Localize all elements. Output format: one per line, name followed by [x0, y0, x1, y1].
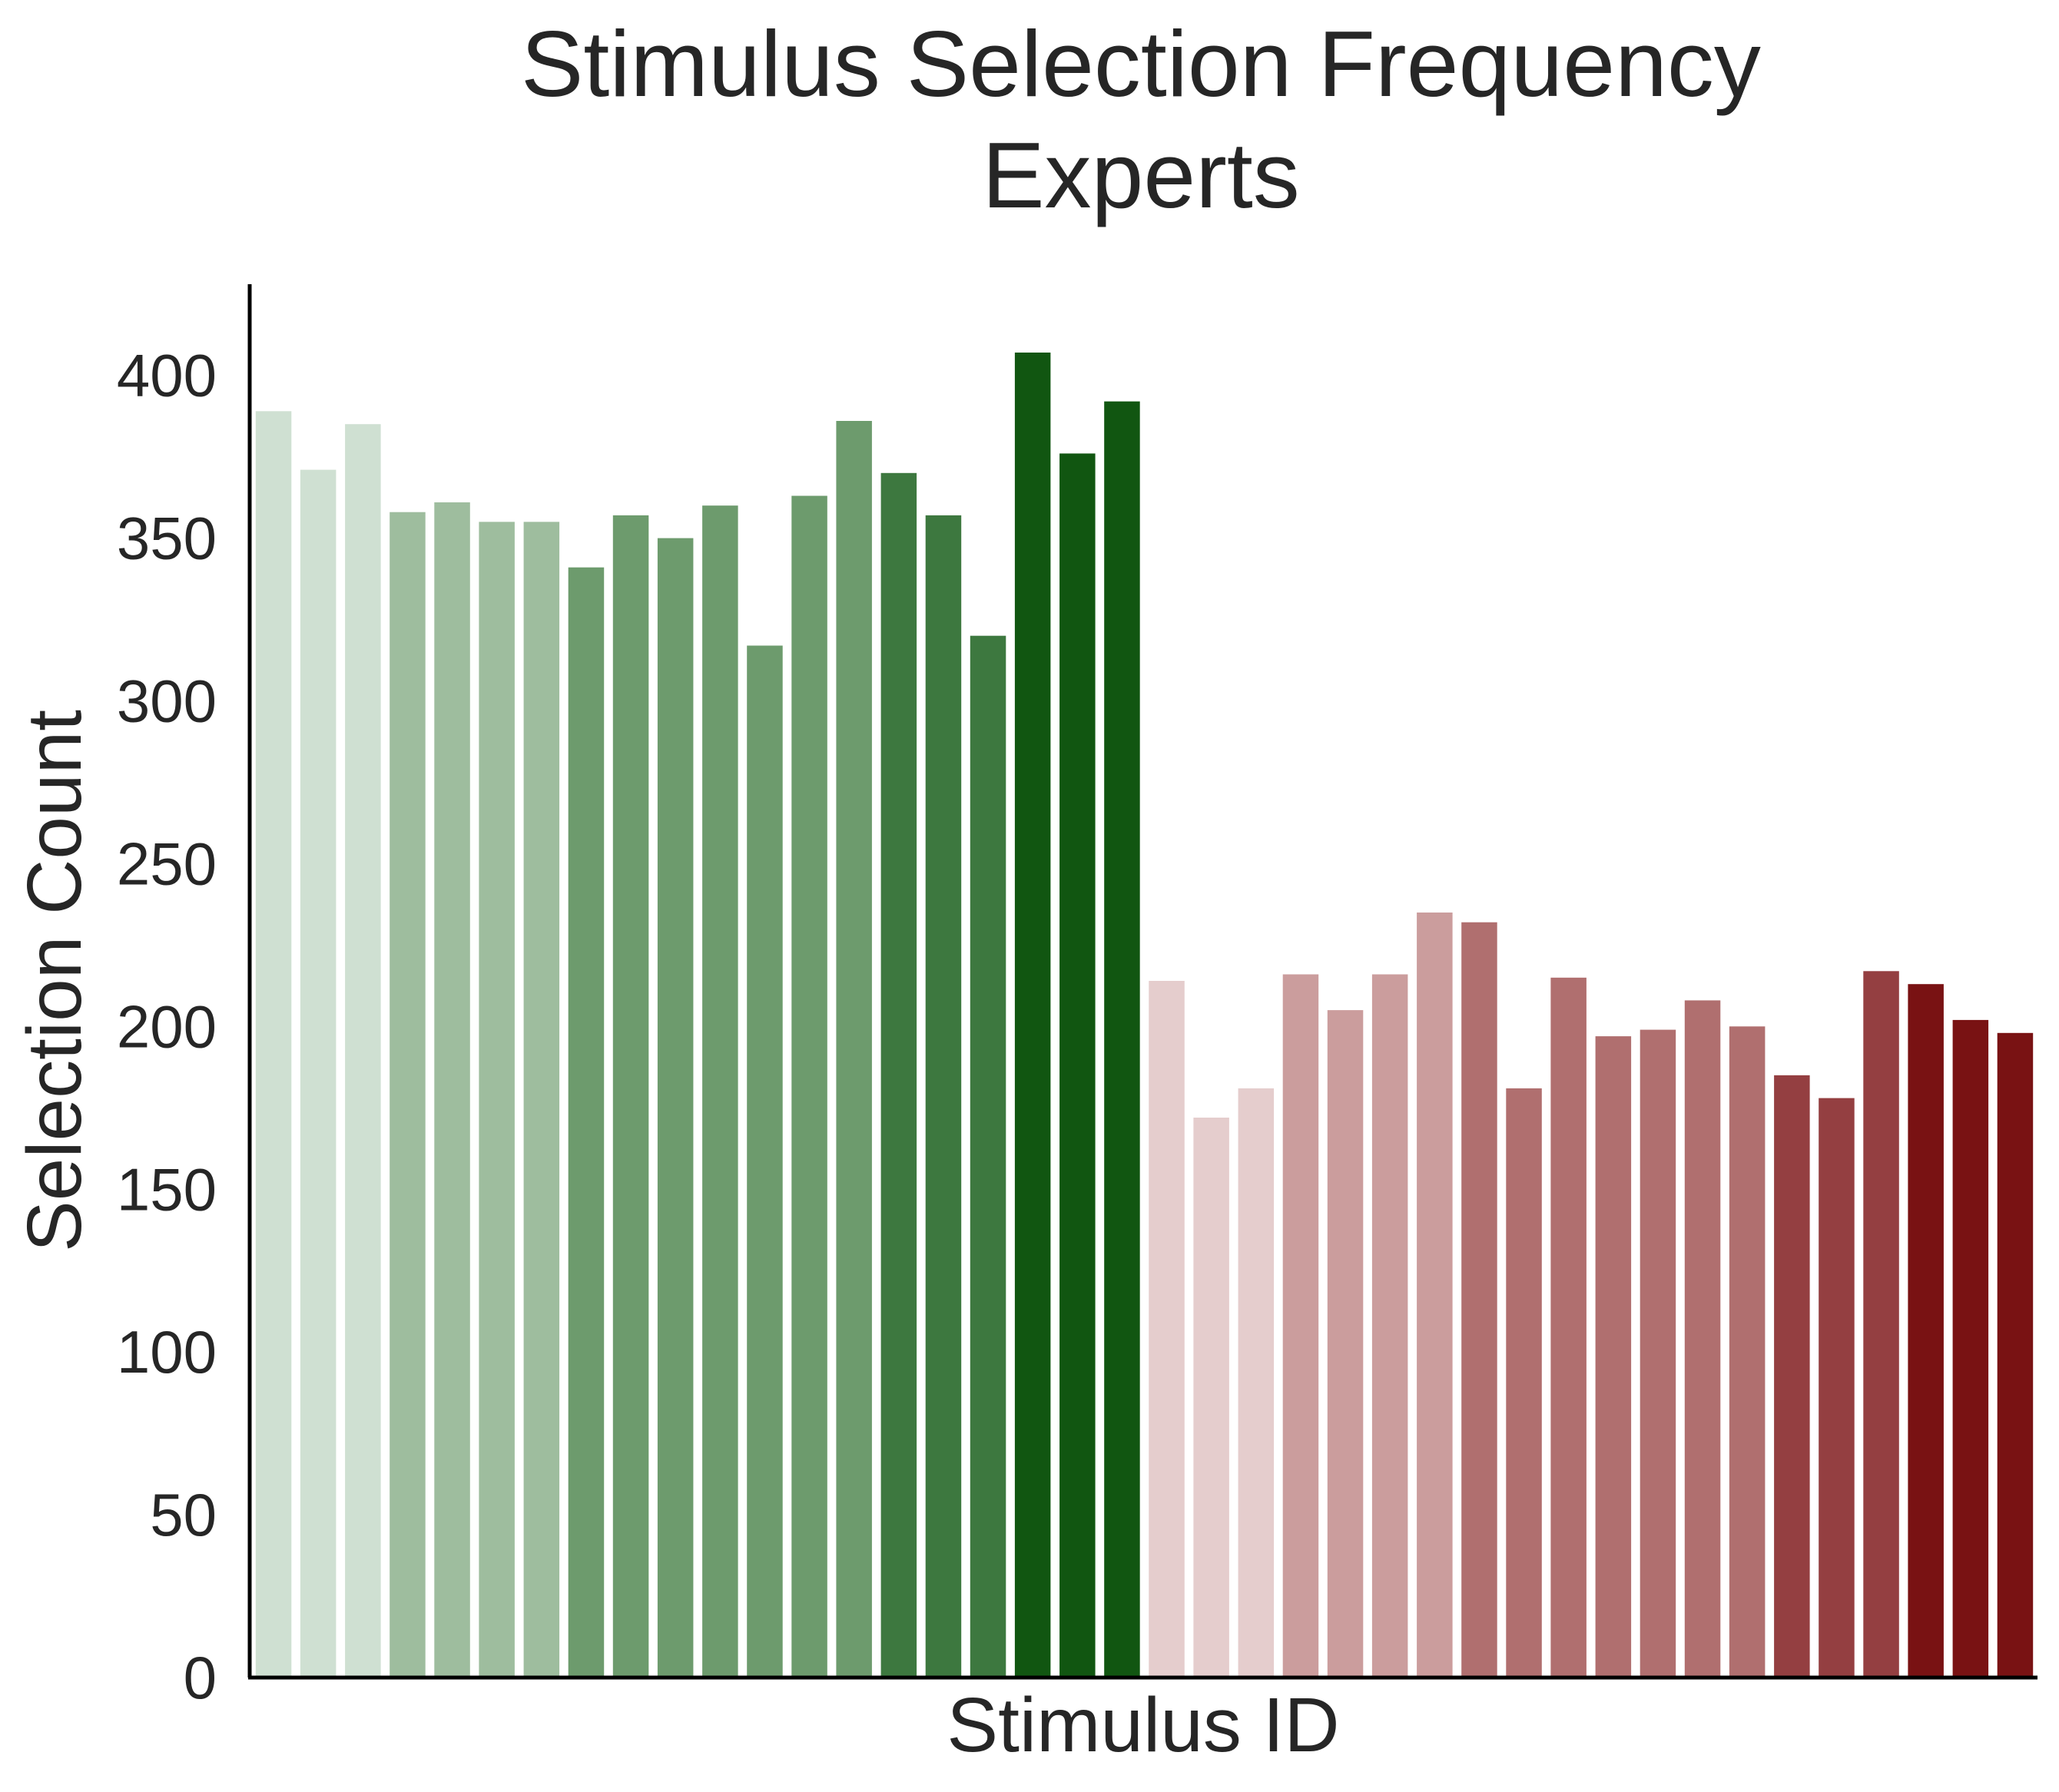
bar	[390, 512, 426, 1678]
y-axis-label: Selection Count	[12, 710, 98, 1252]
y-tick-label: 400	[117, 342, 217, 409]
bar	[1193, 1118, 1229, 1678]
bars-group	[255, 353, 2034, 1678]
y-axis-ticks: 0 50 100 150 200 250 300 350 400	[117, 342, 217, 1711]
y-tick-label: 50	[150, 1481, 217, 1549]
bar	[1863, 971, 1899, 1678]
bar	[1149, 981, 1185, 1678]
bar	[523, 522, 560, 1678]
bar	[1371, 974, 1408, 1678]
y-tick-label: 0	[184, 1644, 217, 1711]
bar	[1014, 353, 1051, 1678]
bar	[345, 424, 381, 1678]
bar	[1640, 1029, 1676, 1678]
bar	[747, 645, 783, 1678]
bar	[925, 515, 962, 1678]
bar	[836, 421, 872, 1678]
bar	[1059, 453, 1096, 1678]
y-tick-label: 100	[117, 1318, 217, 1386]
bar	[1997, 1032, 2034, 1678]
chart-title: Stimulus Selection Frequency	[521, 12, 1761, 116]
bar	[1595, 1036, 1632, 1678]
bar	[880, 472, 917, 1678]
bar	[255, 411, 292, 1678]
bar	[970, 635, 1006, 1678]
bar	[1774, 1075, 1810, 1678]
bar	[1238, 1088, 1275, 1678]
bar	[1550, 977, 1587, 1678]
bar	[1952, 1019, 1989, 1678]
bar	[791, 495, 827, 1678]
bar	[1327, 1010, 1364, 1678]
bar	[1461, 922, 1497, 1678]
bar	[1506, 1088, 1542, 1678]
y-tick-label: 150	[117, 1155, 217, 1223]
y-tick-label: 350	[117, 505, 217, 572]
bar	[568, 567, 605, 1678]
bar	[657, 538, 694, 1678]
bar	[1417, 913, 1453, 1678]
bar	[1908, 984, 1944, 1678]
x-axis-label: Stimulus ID	[947, 1682, 1339, 1768]
bar	[434, 502, 470, 1678]
bar	[702, 505, 738, 1678]
bar	[1819, 1098, 1855, 1678]
chart-subtitle: Experts	[982, 123, 1300, 227]
y-tick-label: 250	[117, 830, 217, 897]
bar	[300, 469, 337, 1678]
bar	[479, 522, 515, 1678]
y-tick-label: 300	[117, 667, 217, 735]
bar	[1729, 1026, 1766, 1678]
bar	[612, 515, 649, 1678]
bar	[1684, 1000, 1721, 1678]
bar	[1282, 974, 1319, 1678]
y-tick-label: 200	[117, 992, 217, 1060]
bar	[1104, 401, 1140, 1678]
